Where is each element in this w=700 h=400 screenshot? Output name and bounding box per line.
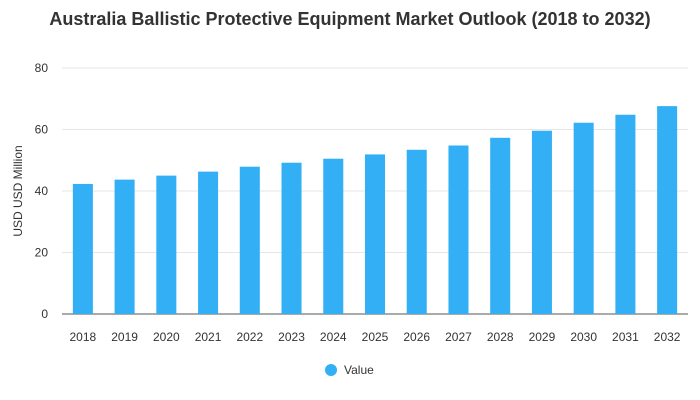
x-tick-label: 2022 [236, 330, 263, 344]
y-tick-label: 0 [41, 307, 48, 321]
y-tick-label: 20 [35, 246, 49, 260]
bar-2024[interactable] [323, 158, 344, 314]
bar-2020[interactable] [156, 175, 177, 314]
bar-2025[interactable] [364, 154, 386, 314]
x-axis-ticks: 2018 2019 2020 2021 2022 2023 2024 2025 2026 2027… [70, 330, 681, 344]
bar-2028[interactable] [490, 137, 511, 314]
bar-2026[interactable] [406, 149, 427, 314]
x-tick-label: 2030 [570, 330, 597, 344]
y-axis-ticks: 0 20 40 60 80 [35, 61, 49, 321]
bar-2021[interactable] [198, 171, 219, 314]
x-tick-label: 2031 [612, 330, 639, 344]
bars [72, 106, 678, 315]
x-tick-label: 2032 [654, 330, 681, 344]
x-tick-label: 2026 [403, 330, 430, 344]
y-tick-label: 80 [35, 61, 49, 75]
legend-label: Value [344, 363, 374, 377]
bar-2030[interactable] [573, 122, 594, 314]
x-tick-label: 2025 [362, 330, 389, 344]
x-tick-label: 2027 [445, 330, 472, 344]
chart-title: Australia Ballistic Protective Equipment… [49, 9, 651, 29]
bar-2019[interactable] [114, 179, 135, 314]
bar-2031[interactable] [615, 114, 636, 315]
x-tick-label: 2023 [278, 330, 305, 344]
y-tick-label: 40 [35, 184, 49, 198]
legend[interactable]: Value [325, 363, 374, 377]
bar-2029[interactable] [531, 130, 552, 314]
x-tick-label: 2020 [153, 330, 180, 344]
x-tick-label: 2029 [529, 330, 556, 344]
bar-2023[interactable] [281, 162, 302, 314]
bar-2018[interactable] [72, 183, 93, 314]
x-tick-label: 2018 [70, 330, 97, 344]
y-axis-label: USD USD Million [11, 145, 25, 236]
bar-2027[interactable] [448, 145, 469, 314]
x-tick-label: 2021 [195, 330, 222, 344]
legend-marker [325, 364, 337, 376]
bar-2032[interactable] [657, 106, 678, 314]
x-tick-label: 2024 [320, 330, 347, 344]
x-tick-label: 2028 [487, 330, 514, 344]
y-tick-label: 60 [35, 123, 49, 137]
bar-2022[interactable] [239, 166, 260, 314]
x-tick-label: 2019 [111, 330, 138, 344]
